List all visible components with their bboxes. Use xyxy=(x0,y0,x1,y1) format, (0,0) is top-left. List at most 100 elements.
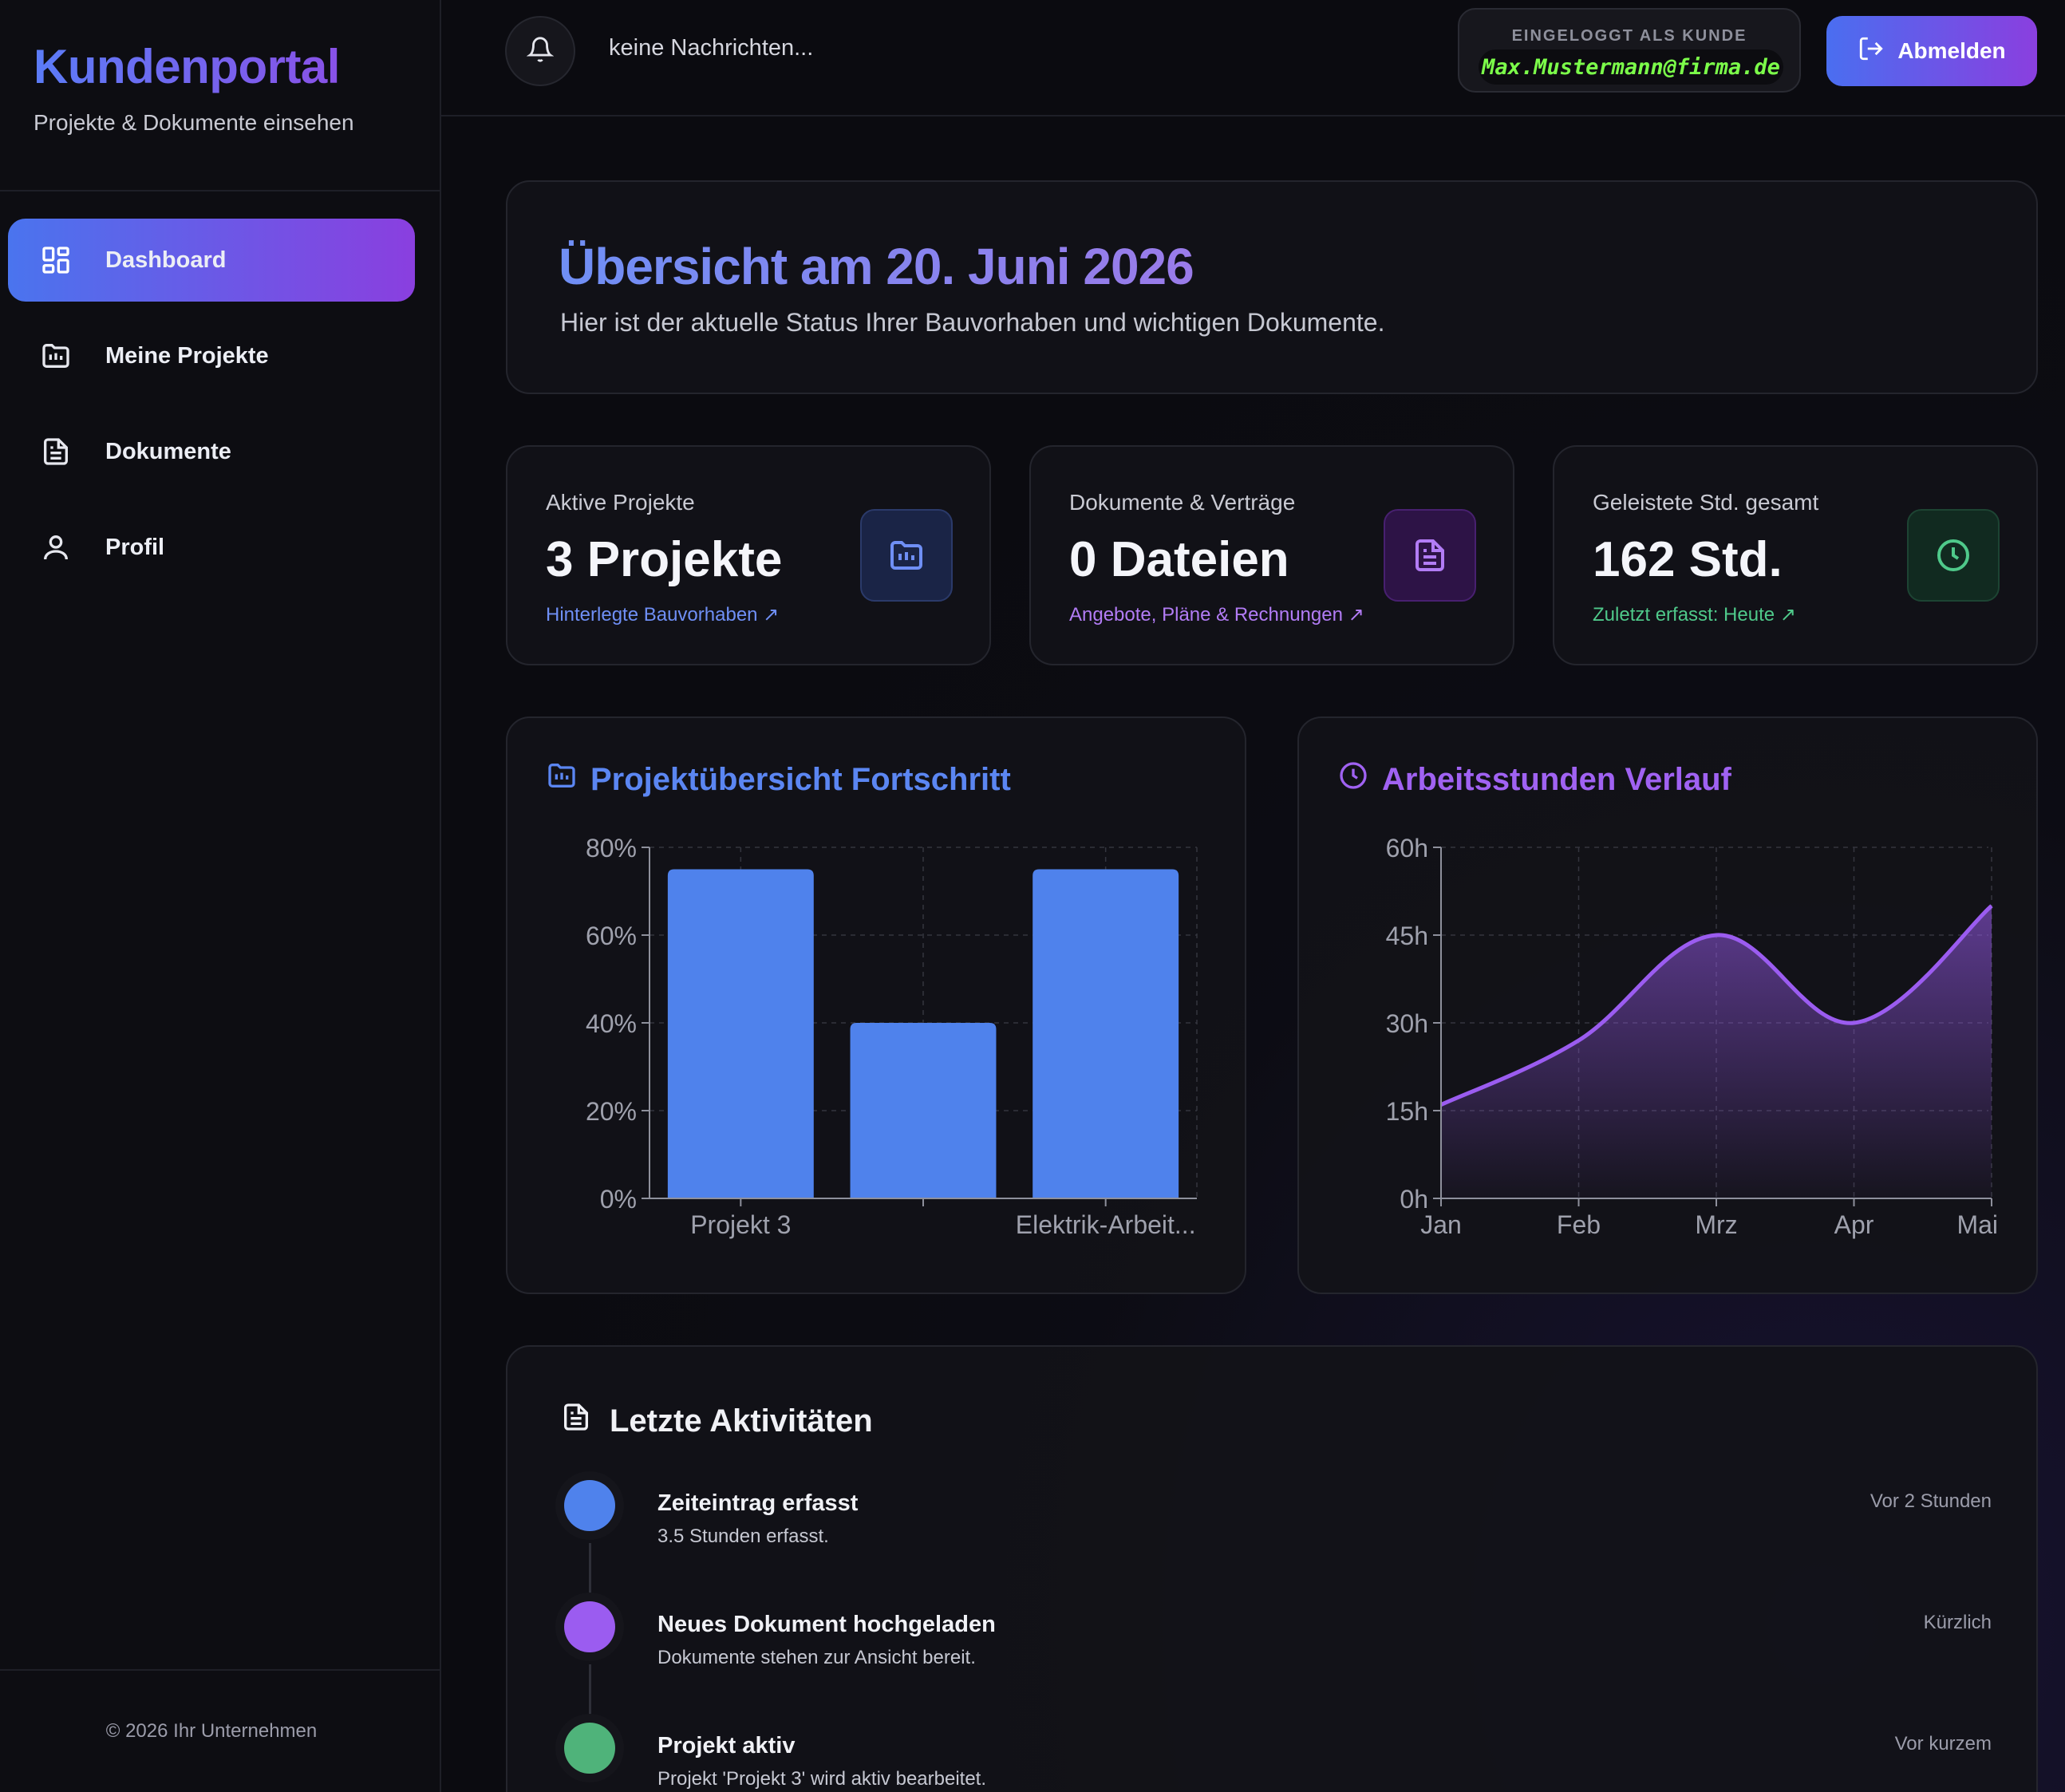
progress-chart-card: Projektübersicht Fortschritt 0% 20% 40% 60%… xyxy=(506,716,1246,1294)
stat-card-hours: Geleistete Std. gesamt 162 Std. Zuletzt … xyxy=(1553,445,2038,665)
activity-item: Projekt aktiv Projekt 'Projekt 3' wird a… xyxy=(555,1714,1992,1792)
activity-title: Letzte Aktivitäten xyxy=(560,1401,873,1441)
y-tick-label: 20% xyxy=(586,1097,637,1126)
x-tick-label: Jan xyxy=(1420,1210,1462,1239)
notification-text: keine Nachrichten... xyxy=(609,35,814,61)
bar xyxy=(1032,869,1179,1198)
clock-icon xyxy=(1907,509,2000,602)
document-icon xyxy=(38,434,73,469)
document-icon xyxy=(1384,509,1476,602)
activity-item: Zeiteintrag erfasst 3.5 Stunden erfasst.… xyxy=(555,1471,1992,1597)
activity-item-title: Projekt aktiv xyxy=(657,1733,796,1758)
stat-value: 162 Std. xyxy=(1593,532,1783,587)
divider xyxy=(0,190,440,191)
sidebar-item-label: Dashboard xyxy=(105,247,227,273)
activity-item-desc: 3.5 Stunden erfasst. xyxy=(657,1526,829,1547)
activity-dot xyxy=(555,1593,624,1661)
x-tick-label: Mrz xyxy=(1695,1210,1737,1239)
user-icon xyxy=(38,530,73,565)
stat-value: 3 Projekte xyxy=(546,532,783,587)
activity-item: Neues Dokument hochgeladen Dokumente ste… xyxy=(555,1593,1992,1719)
document-icon xyxy=(560,1401,592,1441)
series-line xyxy=(1439,904,1993,1107)
activity-item-title: Neues Dokument hochgeladen xyxy=(657,1612,996,1637)
activity-item-time: Vor kurzem xyxy=(1894,1733,1992,1755)
hours-chart-card: Arbeitsstunden Verlauf 0h 15h 30h 45h 60h Jan… xyxy=(1297,716,2038,1294)
sidebar: Kundenportal Projekte & Dokumente einseh… xyxy=(0,0,441,1792)
y-tick-label: 0% xyxy=(600,1185,637,1214)
activity-item-time: Vor 2 Stunden xyxy=(1870,1490,1992,1512)
chart-title-text: Arbeitsstunden Verlauf xyxy=(1382,761,1731,797)
folder-icon xyxy=(860,509,953,602)
hours-area-chart: 0h 15h 30h 45h 60h Jan Feb Mrz Apr Mai xyxy=(1386,834,1998,1239)
y-tick-label: 60% xyxy=(586,922,637,950)
timeline-line xyxy=(589,1543,591,1597)
page-title: Übersicht am 20. Juni 2026 xyxy=(559,235,1194,298)
x-tick-label: Apr xyxy=(1834,1210,1874,1239)
sidebar-item-label: Dokumente xyxy=(105,438,231,464)
dashboard-icon xyxy=(38,243,73,278)
x-tick-label: Elektrik-Arbeit... xyxy=(1016,1210,1196,1239)
bell-icon xyxy=(526,36,555,67)
footer-copyright: © 2026 Ihr Unternehmen xyxy=(105,1720,318,1742)
logout-button[interactable]: Abmelden xyxy=(1826,16,2037,86)
timeline-line xyxy=(589,1664,591,1719)
stat-card-documents: Dokumente & Verträge 0 Dateien Angebote,… xyxy=(1029,445,1514,665)
chart-title-text: Projektübersicht Fortschritt xyxy=(590,761,1011,797)
sidebar-item-label: Profil xyxy=(105,534,165,560)
stat-link[interactable]: Hinterlegte Bauvorhaben ↗ xyxy=(546,604,780,626)
stat-link[interactable]: Angebote, Pläne & Rechnungen ↗ xyxy=(1069,604,1364,626)
sidebar-item-label: Meine Projekte xyxy=(105,342,269,369)
sidebar-item-profile[interactable]: Profil xyxy=(8,506,415,589)
logout-label: Abmelden xyxy=(1897,38,2006,63)
top-header: keine Nachrichten... EINGELOGGT ALS KUND… xyxy=(441,0,2065,116)
brand: Kundenportal Projekte & Dokumente einseh… xyxy=(34,38,354,136)
y-tick-label: 30h xyxy=(1386,1009,1428,1038)
bar xyxy=(667,869,814,1198)
y-tick-label: 0h xyxy=(1400,1185,1428,1214)
activity-card: Letzte Aktivitäten Zeiteintrag erfasst 3… xyxy=(506,1345,2038,1792)
login-label: EINGELOGGT ALS KUNDE xyxy=(1511,27,1747,45)
divider xyxy=(0,1669,440,1671)
sidebar-item-projects[interactable]: Meine Projekte xyxy=(8,314,415,397)
stat-label: Aktive Projekte xyxy=(546,490,695,515)
login-email: Max.Mustermann@firma.de xyxy=(1479,49,1783,85)
stat-link[interactable]: Zuletzt erfasst: Heute ↗ xyxy=(1593,604,1796,626)
stat-value: 0 Dateien xyxy=(1069,532,1289,587)
notification-button[interactable] xyxy=(505,16,575,86)
activity-item-desc: Projekt 'Projekt 3' wird aktiv bearbeite… xyxy=(657,1768,987,1790)
stat-label: Geleistete Std. gesamt xyxy=(1593,490,1819,515)
activity-dot xyxy=(555,1714,624,1782)
activity-title-text: Letzte Aktivitäten xyxy=(610,1403,873,1439)
y-tick-label: 60h xyxy=(1386,834,1428,862)
bar xyxy=(850,1023,997,1198)
progress-bar-chart: 0% 20% 40% 60% 80% Projekt 3 Elektrik-Arbeit..… xyxy=(586,834,1198,1239)
activity-item-title: Zeiteintrag erfasst xyxy=(657,1490,859,1516)
y-tick-label: 40% xyxy=(586,1009,637,1038)
area-fill xyxy=(1441,906,1992,1198)
folder-icon xyxy=(38,338,73,373)
activity-dot xyxy=(555,1471,624,1540)
x-tick-label: Mai xyxy=(1956,1210,1998,1239)
stat-label: Dokumente & Verträge xyxy=(1069,490,1296,515)
sidebar-item-documents[interactable]: Dokumente xyxy=(8,410,415,493)
x-tick-label: Feb xyxy=(1557,1210,1601,1239)
x-tick-label: Projekt 3 xyxy=(690,1210,791,1239)
y-tick-label: 80% xyxy=(586,834,637,862)
logout-icon xyxy=(1858,35,1885,68)
y-tick-label: 15h xyxy=(1386,1097,1428,1126)
brand-subtitle: Projekte & Dokumente einsehen xyxy=(34,110,354,135)
y-tick-label: 45h xyxy=(1386,922,1428,950)
page-subtitle: Hier ist der aktuelle Status Ihrer Bauvo… xyxy=(560,308,1385,337)
sidebar-nav: Dashboard Meine Projekte Dokumente Profi… xyxy=(8,219,415,602)
stat-card-projects: Aktive Projekte 3 Projekte Hinterlegte B… xyxy=(506,445,991,665)
sidebar-item-dashboard[interactable]: Dashboard xyxy=(8,219,415,302)
overview-card: Übersicht am 20. Juni 2026 Hier ist der … xyxy=(506,180,2038,394)
clock-icon xyxy=(1337,760,1369,799)
chart-title: Projektübersicht Fortschritt xyxy=(546,760,1011,799)
activity-item-time: Kürzlich xyxy=(1923,1612,1992,1633)
chart-title: Arbeitsstunden Verlauf xyxy=(1337,760,1731,799)
brand-title: Kundenportal xyxy=(34,38,354,96)
folder-icon xyxy=(546,760,578,799)
activity-item-desc: Dokumente stehen zur Ansicht bereit. xyxy=(657,1647,976,1668)
